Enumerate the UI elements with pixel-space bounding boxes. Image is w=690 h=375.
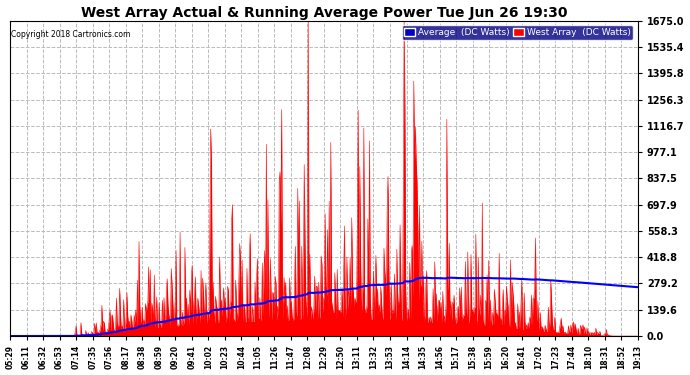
Title: West Array Actual & Running Average Power Tue Jun 26 19:30: West Array Actual & Running Average Powe… bbox=[81, 6, 567, 20]
Text: Copyright 2018 Cartronics.com: Copyright 2018 Cartronics.com bbox=[10, 30, 130, 39]
Legend: Average  (DC Watts), West Array  (DC Watts): Average (DC Watts), West Array (DC Watts… bbox=[402, 25, 633, 40]
